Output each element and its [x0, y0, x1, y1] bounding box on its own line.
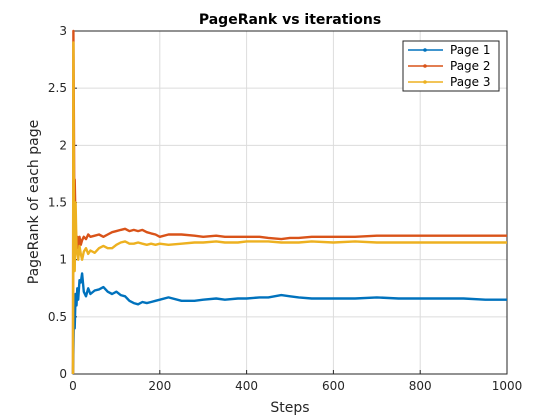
- legend-marker: [423, 80, 427, 84]
- y-tick-label: 3: [59, 24, 67, 38]
- x-tick-label: 400: [235, 379, 258, 393]
- x-tick-label: 1000: [492, 379, 523, 393]
- legend-label: Page 3: [450, 75, 491, 89]
- y-tick-label: 2.5: [48, 81, 67, 95]
- y-tick-label: 2: [59, 138, 67, 152]
- y-tick-label: 0: [59, 367, 67, 381]
- legend-label: Page 2: [450, 59, 491, 73]
- y-axis-label: PageRank of each page: [26, 120, 42, 284]
- chart-title: PageRank vs iterations: [199, 12, 381, 28]
- series-line-page-2: [71, 29, 507, 375]
- series-line-page-1: [71, 272, 507, 375]
- axis-ticks: 0 200 400 600 800 1000 0 0.5 1 1.5 2 2.5 3: [48, 24, 522, 393]
- x-tick-label: 200: [148, 379, 171, 393]
- x-tick-label: 600: [322, 379, 345, 393]
- series-line-page-3: [71, 41, 507, 375]
- y-tick-label: 0.5: [48, 310, 67, 324]
- series-lines: [71, 29, 507, 375]
- legend-label: Page 1: [450, 43, 491, 57]
- legend: Page 1 Page 2 Page 3: [402, 40, 500, 92]
- x-axis-label: Steps: [270, 400, 309, 416]
- x-tick-label: 0: [69, 379, 77, 393]
- x-tick-label: 800: [409, 379, 432, 393]
- y-tick-label: 1: [59, 253, 67, 267]
- y-tick-label: 1.5: [48, 196, 67, 210]
- legend-marker: [423, 64, 427, 68]
- legend-marker: [423, 48, 427, 52]
